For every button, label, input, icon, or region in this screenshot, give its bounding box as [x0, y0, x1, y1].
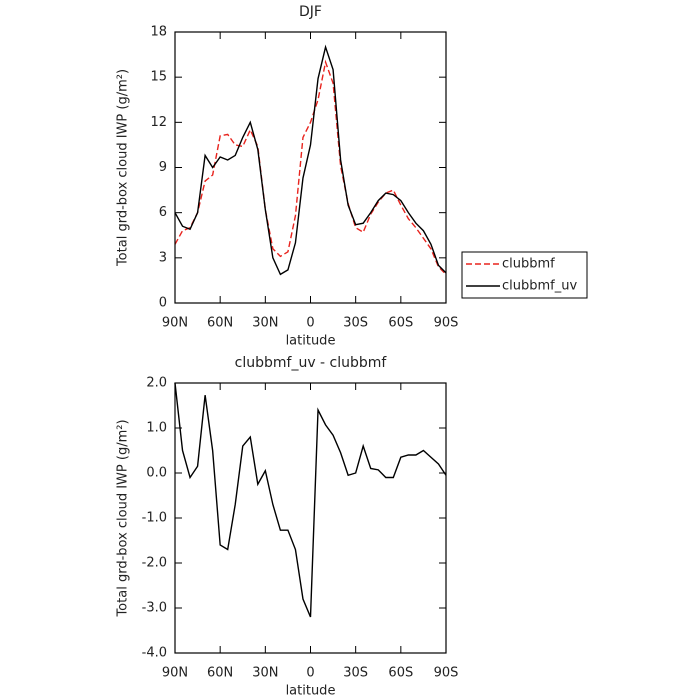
- y-tick-label: -2.0: [142, 556, 167, 571]
- y-tick-label: 15: [150, 70, 167, 85]
- x-tick-label: 90N: [162, 666, 188, 681]
- x-tick-label: 90S: [434, 316, 459, 331]
- x-tick-label: 90N: [162, 316, 188, 331]
- x-tick-label: 60S: [388, 316, 413, 331]
- y-tick-label: 18: [150, 25, 167, 40]
- y-tick-label: 2.0: [146, 376, 167, 391]
- y-tick-label: 0: [159, 296, 167, 311]
- legend-label: clubbmf: [502, 257, 555, 272]
- x-tick-label: 30S: [343, 316, 368, 331]
- y-axis-label: Total grd-box cloud IWP (g/m²): [116, 69, 131, 267]
- x-tick-label: 60N: [207, 666, 233, 681]
- x-tick-label: 0: [306, 666, 314, 681]
- x-tick-label: 30N: [252, 666, 278, 681]
- x-axis-label: latitude: [286, 684, 336, 699]
- y-tick-label: 0.0: [146, 466, 167, 481]
- y-tick-label: 3: [159, 250, 167, 265]
- chart-title: DJF: [299, 4, 322, 20]
- y-tick-label: 12: [150, 115, 167, 130]
- x-axis-label: latitude: [286, 334, 336, 349]
- legend-label: clubbmf_uv: [502, 279, 577, 294]
- data-line: [174, 382, 447, 618]
- data-line: [174, 59, 447, 275]
- data-line: [174, 44, 447, 276]
- x-tick-label: 90S: [434, 666, 459, 681]
- y-tick-label: -4.0: [142, 646, 167, 661]
- x-tick-label: 60S: [388, 666, 413, 681]
- x-tick-label: 60N: [207, 316, 233, 331]
- x-tick-label: 0: [306, 316, 314, 331]
- y-tick-label: 6: [159, 205, 167, 220]
- plot-frame: [174, 382, 447, 654]
- x-tick-label: 30S: [343, 666, 368, 681]
- y-axis-label: Total grd-box cloud IWP (g/m²): [116, 419, 131, 617]
- legend-box: [461, 251, 588, 299]
- y-tick-label: -1.0: [142, 511, 167, 526]
- chart-title: clubbmf_uv - clubbmf: [235, 355, 388, 371]
- plot-frame: [174, 31, 447, 304]
- y-tick-label: -3.0: [142, 601, 167, 616]
- x-tick-label: 30N: [252, 316, 278, 331]
- y-tick-label: 1.0: [146, 421, 167, 436]
- y-tick-label: 9: [159, 160, 167, 175]
